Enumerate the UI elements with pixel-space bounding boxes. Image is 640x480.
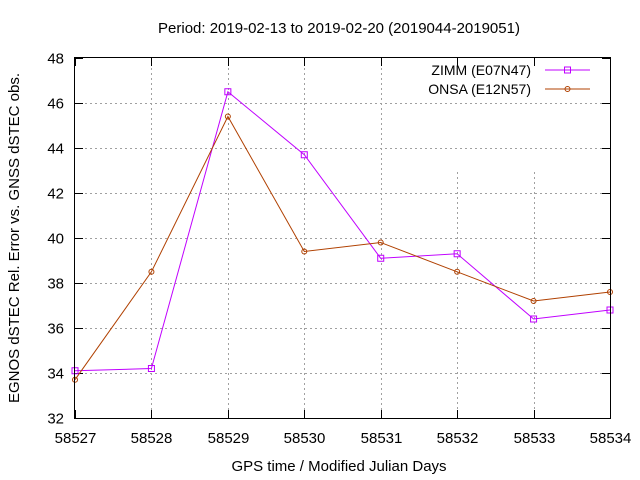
series-line bbox=[74, 115, 611, 380]
data-point bbox=[147, 365, 155, 372]
axis-ticks: 32 34 36 38 40 42 44 46 48 58527 58528 58529 58530 58… bbox=[47, 51, 631, 448]
data-point bbox=[377, 254, 385, 262]
plot-area bbox=[71, 88, 614, 383]
grid bbox=[75, 58, 610, 418]
y-tick-label: 42 bbox=[47, 186, 64, 203]
plot-frame bbox=[74, 57, 611, 419]
x-tick-label: 58527 bbox=[55, 430, 97, 447]
legend-marker bbox=[564, 86, 571, 92]
y-tick-label: 32 bbox=[47, 411, 64, 428]
y-tick-label: 38 bbox=[47, 276, 64, 293]
y-tick-label: 40 bbox=[47, 231, 64, 248]
y-tick-label: 44 bbox=[47, 141, 64, 158]
x-tick-label: 58532 bbox=[437, 430, 479, 447]
data-point bbox=[301, 248, 308, 255]
x-axis-label: GPS time / Modified Julian Days bbox=[231, 458, 446, 475]
x-tick-label: 58530 bbox=[284, 430, 326, 447]
y-tick-label: 34 bbox=[47, 366, 64, 383]
data-point bbox=[530, 298, 537, 304]
data-point bbox=[224, 88, 232, 96]
y-axis-label: EGNOS dSTEC Rel. Error vs. GNSS dSTEC ob… bbox=[6, 73, 23, 403]
x-tick-label: 58528 bbox=[131, 430, 173, 447]
data-point bbox=[300, 151, 308, 159]
x-tick-label: 58531 bbox=[361, 430, 403, 447]
x-tick-label: 58533 bbox=[514, 430, 556, 447]
legend-marker bbox=[564, 66, 571, 74]
series-line bbox=[74, 90, 611, 372]
x-tick-label: 58534 bbox=[590, 430, 632, 447]
data-point bbox=[453, 250, 461, 258]
data-point bbox=[377, 239, 384, 246]
data-point bbox=[454, 268, 461, 275]
y-tick-label: 46 bbox=[47, 96, 64, 113]
data-point bbox=[148, 268, 155, 275]
data-point bbox=[224, 113, 231, 120]
legend-label: ONSA (E12N57) bbox=[428, 81, 531, 97]
chart-title: Period: 2019-02-13 to 2019-02-20 (201904… bbox=[158, 20, 520, 37]
legend: ZIMM (E07N47) ONSA (E12N57) bbox=[428, 62, 590, 97]
data-point bbox=[530, 315, 538, 323]
x-tick-label: 58529 bbox=[208, 430, 250, 447]
y-tick-label: 48 bbox=[47, 51, 64, 68]
y-tick-label: 36 bbox=[47, 321, 64, 338]
legend-label: ZIMM (E07N47) bbox=[431, 62, 531, 78]
